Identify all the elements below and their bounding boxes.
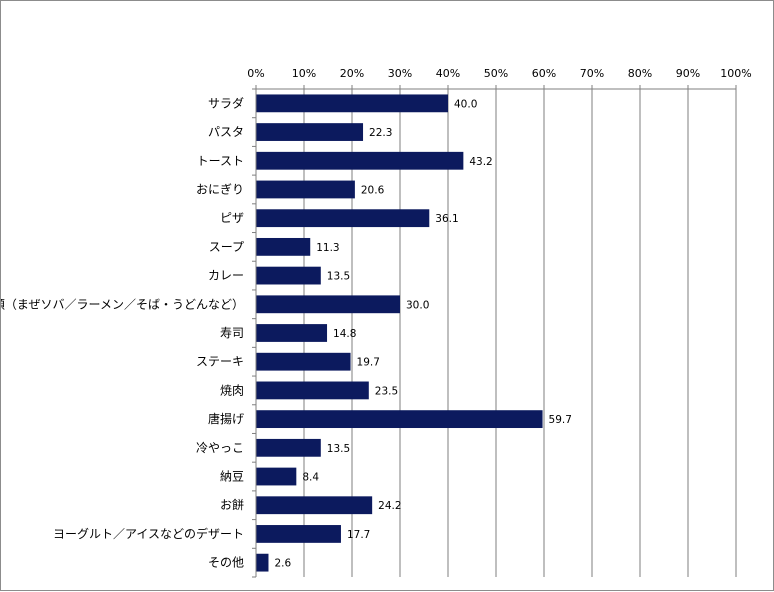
bar-13 [256,467,297,486]
bar-12 [256,438,321,457]
bar-7 [256,295,400,314]
category-label-0: サラダ [208,95,244,110]
x-tick-label-70: 70% [580,67,604,80]
category-label-16: その他 [208,556,244,570]
category-label-15: ヨーグルト／アイスなどのデザート [53,526,244,541]
axes [252,85,737,578]
x-tick-label-100: 100% [720,67,751,80]
data-label-2: 43.2 [469,156,492,168]
x-tick-label-60: 60% [532,67,556,80]
data-label-7: 30.0 [406,299,429,311]
category-label-14: お餅 [220,497,244,512]
x-tick-label-80: 80% [628,67,652,80]
x-tick-labels: 0% 10% 20% 30% 40% 50% 60% 70% 80% 90% 100% [247,67,751,80]
category-label-8: 寿司 [220,326,244,340]
category-label-3: おにぎり [196,182,244,196]
bar-8 [256,324,328,342]
data-label-10: 23.5 [375,385,398,397]
data-labels: 40.0 22.3 43.2 20.6 36.1 11.3 13.5 30.0 14.8 19.7… [274,98,571,569]
category-label-6: カレー [208,269,244,283]
data-label-12: 13.5 [327,443,350,455]
bar-5 [256,237,311,256]
category-label-4: ピザ [220,211,244,225]
x-tick-label-0: 0% [247,67,264,80]
bar-0 [256,94,448,113]
bar-15 [256,525,341,543]
data-label-8: 14.8 [333,328,356,340]
bar-6 [256,266,321,285]
data-label-15: 17.7 [347,529,370,541]
data-label-4: 36.1 [435,213,458,225]
category-label-12: 冷やっこ [196,441,244,455]
category-label-10: 焼肉 [220,383,244,397]
category-label-7: 麺類（まぜソバ／ラーメン／そば・うどんなど） [1,297,244,311]
bar-14 [256,496,373,515]
data-label-16: 2.6 [274,558,291,570]
x-tick-label-40: 40% [436,67,460,80]
data-label-6: 13.5 [327,271,350,283]
category-labels: サラダパスタトーストおにぎりピザスープカレー麺類（まぜソバ／ラーメン／そば・うど… [1,95,244,569]
x-tick-label-20: 20% [340,67,364,80]
bar-4 [256,209,430,228]
x-tick-label-10: 10% [292,67,316,80]
data-label-5: 11.3 [316,242,339,254]
category-label-13: 納豆 [220,470,244,484]
data-label-13: 8.4 [302,472,319,484]
data-label-0: 40.0 [454,98,477,110]
data-label-14: 24.2 [378,500,401,512]
x-tick-label-30: 30% [388,67,412,80]
category-label-5: スープ [209,240,244,254]
category-label-11: 唐揚げ [208,411,244,426]
bar-10 [256,381,369,400]
x-tick-label-50: 50% [484,67,508,80]
gridlines [303,89,737,577]
data-label-1: 22.3 [369,127,392,139]
bar-9 [256,352,351,371]
category-label-2: トースト [197,154,244,168]
data-label-3: 20.6 [361,184,385,196]
bar-11 [256,410,543,429]
bar-2 [256,151,464,170]
category-label-1: パスタ [208,125,244,139]
bar-3 [256,180,355,199]
bar-1 [256,123,364,141]
data-label-9: 19.7 [357,357,380,369]
data-label-11: 59.7 [549,414,572,426]
bar-16 [256,553,269,572]
category-label-9: ステーキ [196,355,244,369]
x-tick-label-90: 90% [676,67,700,80]
bars [256,94,543,572]
